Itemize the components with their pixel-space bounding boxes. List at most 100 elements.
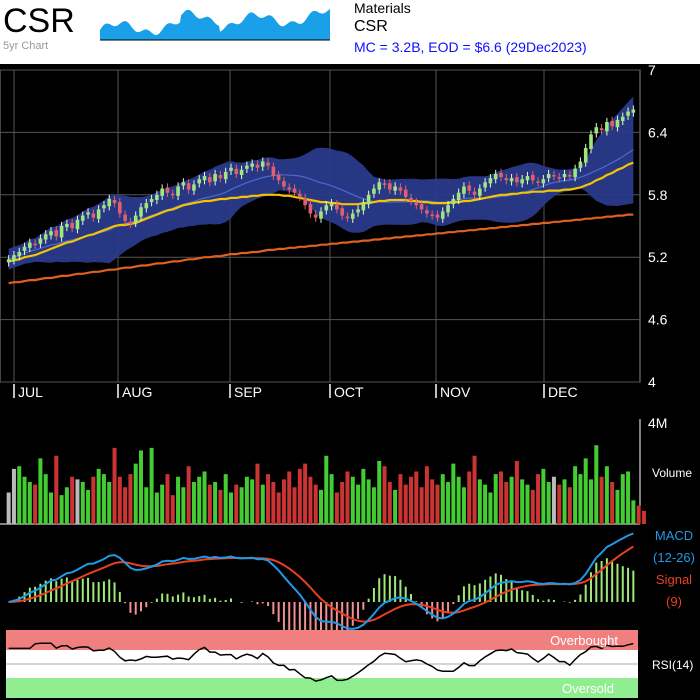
volume-bar: [356, 484, 361, 524]
volume-bar: [191, 482, 196, 524]
price-y-tick-label: 6.4: [648, 124, 668, 140]
volume-bar: [573, 466, 578, 524]
candle-body: [515, 177, 519, 183]
long-moving-average: [8, 213, 634, 285]
candle-body: [356, 209, 360, 213]
candle-body: [425, 210, 429, 214]
five-year-sparkline: [100, 9, 330, 41]
candle-body: [197, 179, 202, 184]
volume-bar: [80, 482, 85, 524]
volume-bar: [578, 474, 583, 524]
volume-bar: [366, 479, 371, 524]
candle-body: [398, 187, 403, 191]
candle-body: [139, 207, 143, 217]
short-moving-average: [8, 161, 634, 263]
candle-body: [213, 174, 217, 182]
candle-body: [472, 191, 477, 195]
candle-body: [599, 128, 604, 131]
volume-bar: [64, 487, 69, 524]
price-y-tick-label: 5.2: [648, 249, 668, 265]
candle-body: [155, 194, 159, 200]
volume-bar: [334, 492, 339, 524]
candle-body: [102, 205, 106, 209]
chart-area: 7 6.4 5.8 5.2 4.6 4 JUL AUG SEP OCT NOV DEC 4M Volume…: [0, 64, 695, 698]
volume-bar: [244, 476, 249, 524]
volume-bar: [414, 471, 419, 524]
candle-body: [128, 221, 133, 224]
volume-bar: [260, 484, 265, 524]
bollinger-midline: [8, 149, 634, 260]
candle-body: [568, 175, 572, 177]
volume-bar: [91, 476, 96, 524]
volume-bar: [387, 482, 392, 524]
volume-bar: [218, 489, 223, 524]
candle-body: [451, 198, 456, 205]
volume-bar: [451, 463, 456, 524]
volume-bar: [303, 463, 308, 524]
candle-body: [335, 204, 339, 210]
volume-bar: [567, 487, 572, 524]
market-info: MC = 3.2B, EOD = $6.6 (29Dec2023): [354, 39, 587, 55]
candle-body: [308, 204, 313, 214]
volume-bar: [530, 489, 535, 524]
volume-label: Volume: [652, 466, 692, 480]
candle-body: [234, 168, 239, 174]
candle-body: [488, 178, 493, 184]
volume-bar: [525, 484, 530, 524]
candle-body: [28, 242, 32, 248]
candle-body: [49, 231, 53, 236]
volume-bar: [160, 484, 165, 524]
candle-body: [239, 169, 244, 176]
macd-legend-label: (12-26): [653, 550, 695, 565]
volume-bar: [430, 479, 435, 524]
candle-body: [245, 165, 249, 169]
volume-bar: [546, 482, 551, 524]
volume-bar: [610, 482, 615, 524]
volume-bar: [499, 471, 503, 524]
sparkline-label: 5yr Chart: [3, 40, 49, 52]
volume-bar: [456, 476, 461, 524]
candle-body: [589, 134, 593, 150]
candle-body: [419, 204, 424, 210]
volume-bar: [551, 476, 556, 524]
candle-body: [605, 122, 609, 132]
candle-body: [620, 116, 625, 121]
candle-body: [467, 185, 472, 191]
price-y-tick-label: 4.6: [648, 312, 668, 328]
month-tick-label: AUG: [122, 384, 152, 400]
sparkline-area: [100, 9, 330, 40]
volume-bar: [6, 492, 11, 524]
volume-bar: [27, 482, 32, 524]
volume-bar: [128, 474, 133, 524]
candle-body: [54, 230, 59, 237]
volume-bar: [59, 495, 64, 524]
candle-body: [86, 212, 90, 215]
candle-body: [578, 161, 583, 168]
volume-bar: [329, 474, 334, 524]
volume-bar: [377, 461, 382, 524]
candle-body: [631, 109, 636, 113]
candle-body: [530, 175, 535, 181]
candle-body: [59, 226, 64, 238]
volume-bar: [631, 500, 636, 524]
volume-bar: [43, 474, 48, 524]
candle-body: [250, 163, 254, 167]
volume-bar: [583, 458, 588, 524]
volume-bar: [461, 487, 466, 524]
rsi-oversold-zone: [6, 678, 638, 698]
candle-body: [541, 179, 546, 184]
candle-body: [536, 181, 540, 183]
candle-body: [478, 188, 482, 196]
volume-bar: [38, 458, 43, 524]
volume-bar: [149, 447, 154, 524]
volume-bar: [139, 450, 143, 524]
candle-body: [345, 216, 350, 219]
volume-bar: [229, 492, 233, 524]
candle-body: [123, 214, 127, 221]
candle-body: [446, 205, 450, 213]
volume-bar: [440, 474, 445, 524]
volume-bar: [361, 468, 366, 524]
volume-bar: [33, 484, 38, 524]
volume-bar: [96, 468, 101, 524]
candle-body: [38, 238, 43, 244]
